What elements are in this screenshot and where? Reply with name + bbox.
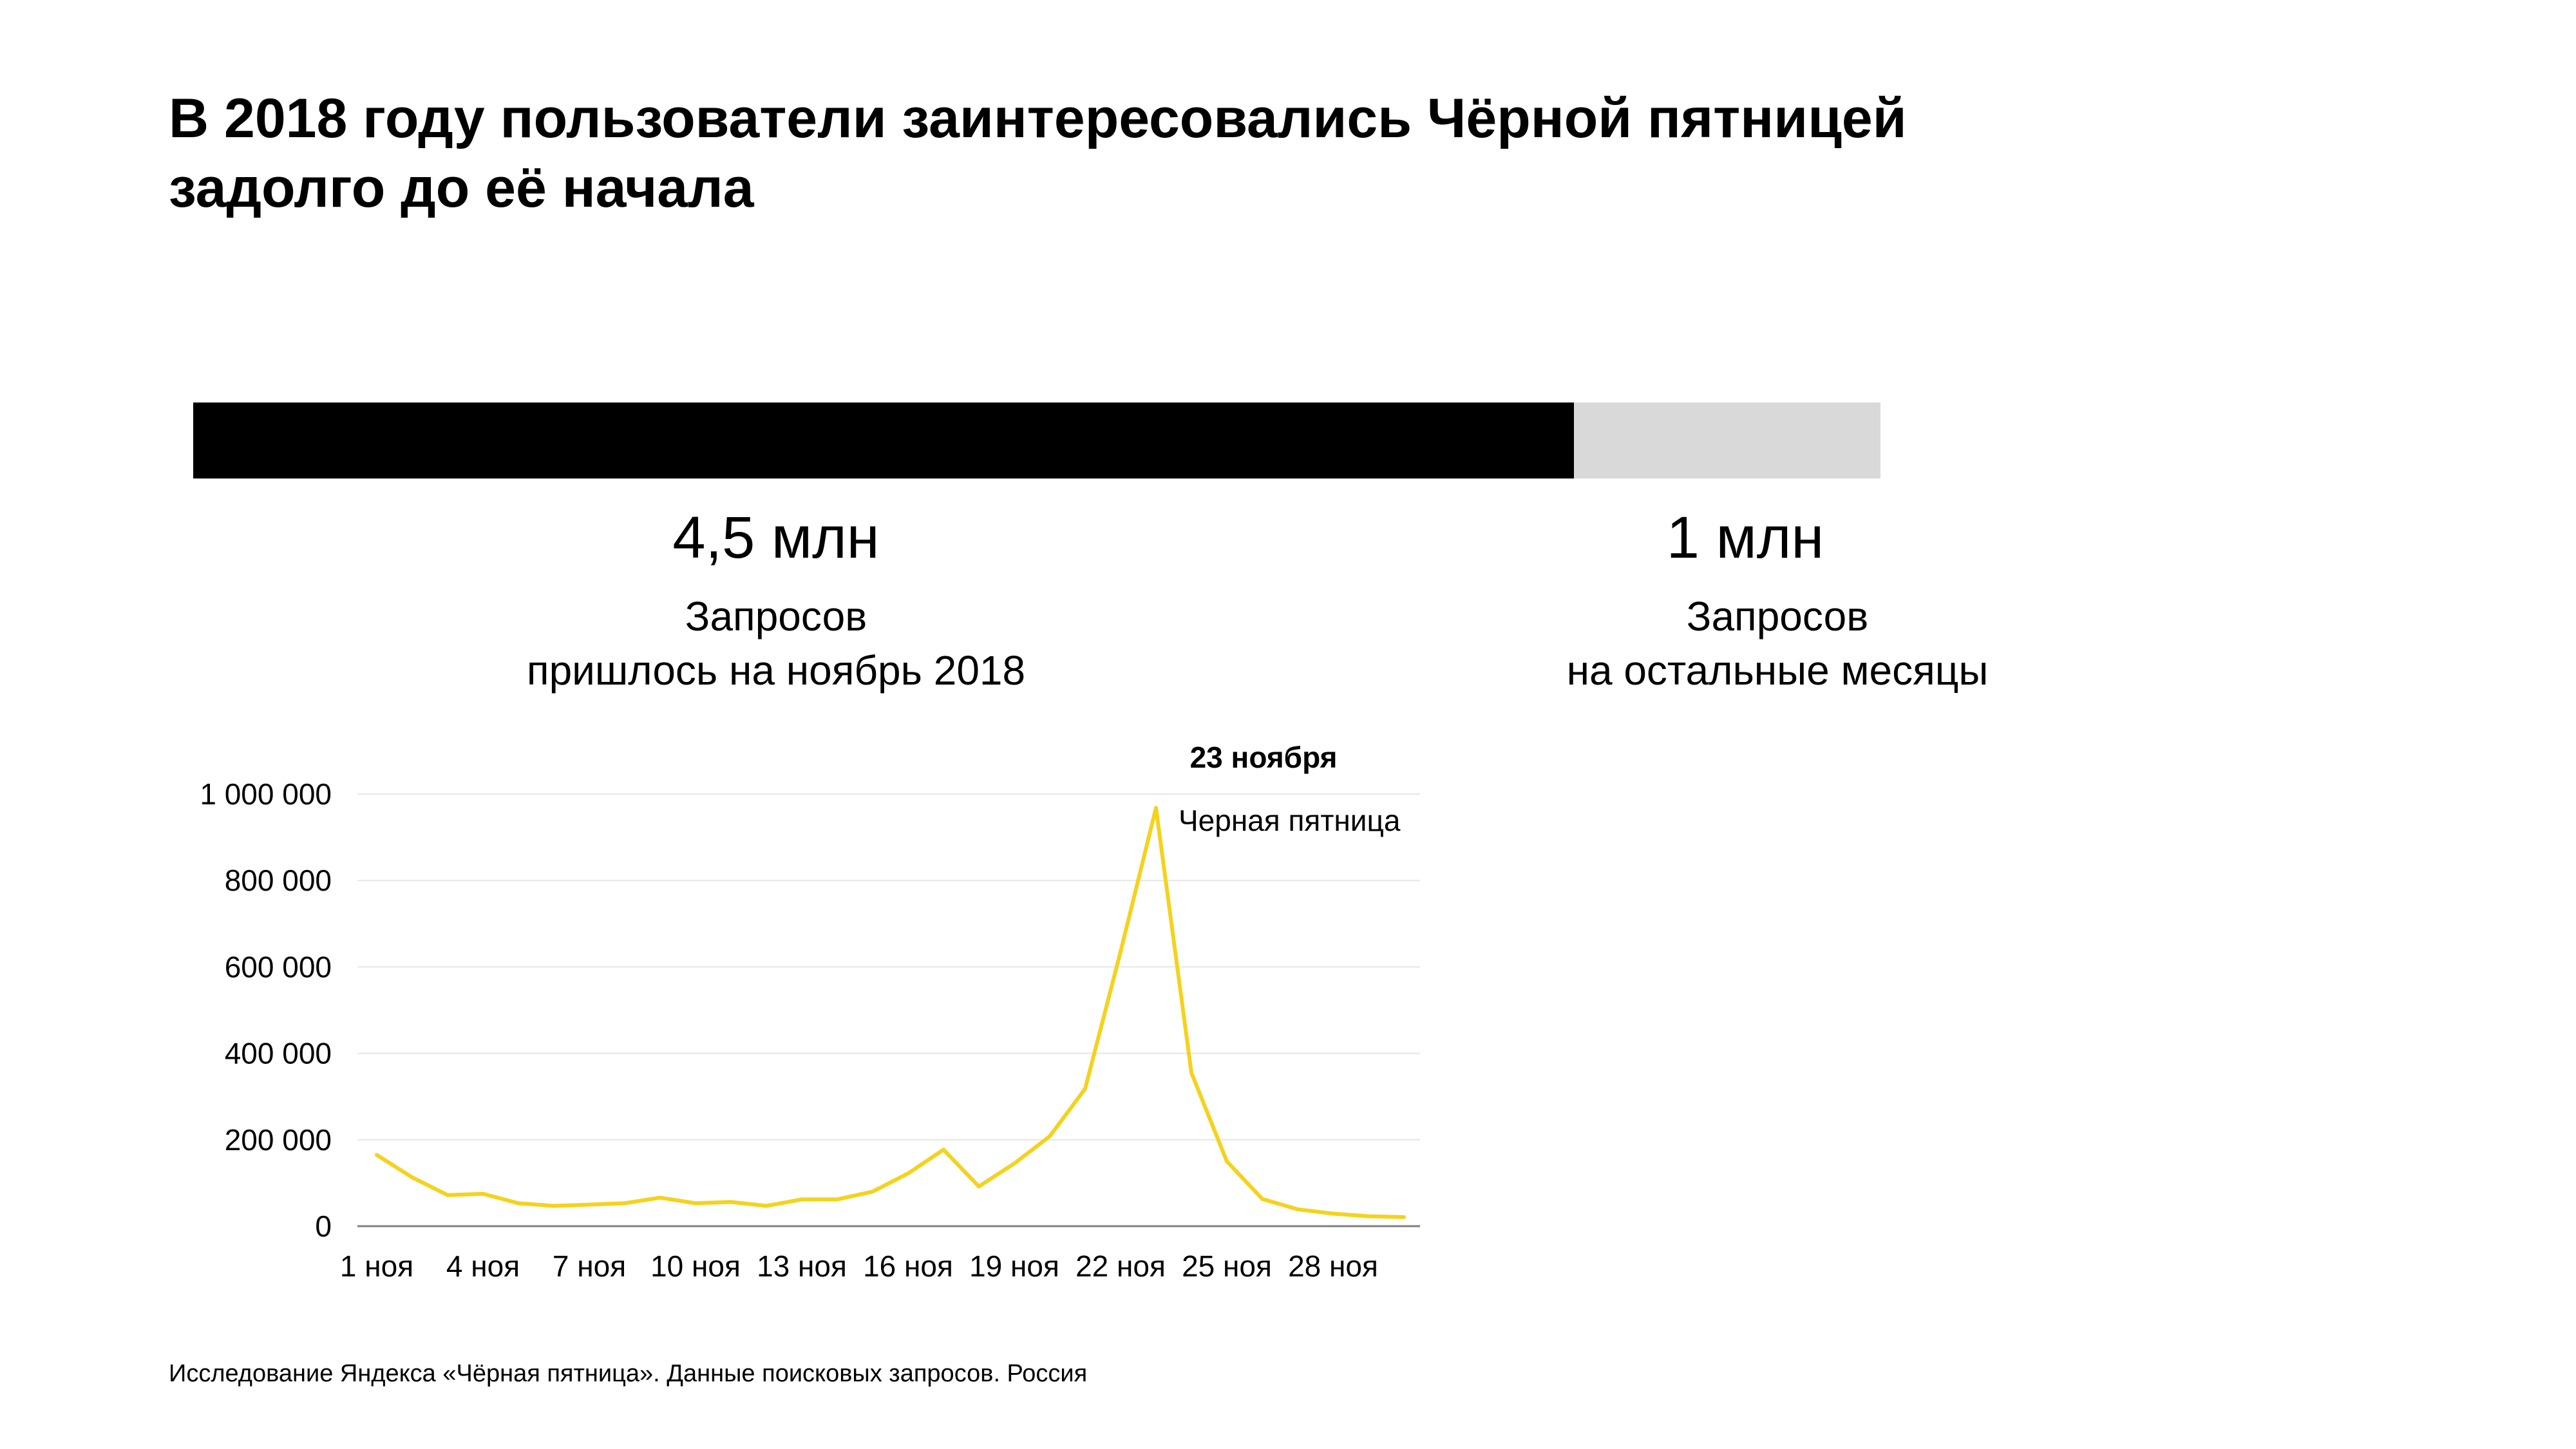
x-tick-label: 4 ноя xyxy=(446,1249,520,1283)
data-point xyxy=(977,1184,981,1189)
november-caption: Запросов пришлось на ноябрь 2018 xyxy=(438,589,1114,697)
other-months-caption-line-1: Запросов xyxy=(1686,593,1869,639)
split-bar xyxy=(193,402,1880,478)
x-tick-label: 16 ноя xyxy=(863,1249,953,1283)
data-point xyxy=(800,1197,804,1202)
annotation-date: 23 ноября xyxy=(1190,741,1338,774)
data-point xyxy=(942,1148,945,1152)
x-tick-label: 19 ноя xyxy=(969,1249,1059,1283)
data-point xyxy=(835,1197,839,1202)
other-months-caption: Запросов на остальные месяцы xyxy=(1488,589,2067,697)
november-caption-line-1: Запросов xyxy=(685,593,867,639)
data-point xyxy=(906,1171,910,1176)
series-line xyxy=(375,806,1406,1219)
y-tick-label: 800 000 xyxy=(225,864,332,897)
other-months-total-value: 1 млн xyxy=(1666,505,1824,571)
data-point xyxy=(1331,1211,1335,1216)
data-point xyxy=(1154,806,1158,810)
y-tick-label: 1 000 000 xyxy=(200,777,332,811)
data-point xyxy=(1012,1161,1016,1166)
data-point xyxy=(1402,1215,1406,1219)
data-point xyxy=(623,1201,627,1206)
data-point xyxy=(1119,949,1122,954)
x-tick-label: 1 ноя xyxy=(340,1249,413,1283)
x-tick-label: 7 ноя xyxy=(553,1249,626,1283)
data-point xyxy=(481,1191,485,1196)
x-tick-label: 13 ноя xyxy=(757,1249,847,1283)
other-months-share-segment xyxy=(1573,402,1880,478)
data-point xyxy=(694,1201,697,1206)
data-point xyxy=(1048,1134,1052,1139)
data-point xyxy=(729,1200,733,1204)
y-tick-label: 400 000 xyxy=(225,1037,332,1070)
data-point xyxy=(871,1189,875,1194)
data-point xyxy=(410,1175,414,1180)
data-point xyxy=(1083,1086,1087,1091)
x-tick-label: 28 ноя xyxy=(1288,1249,1378,1283)
november-share-segment xyxy=(193,402,1574,478)
data-point xyxy=(516,1201,520,1206)
data-point xyxy=(764,1204,768,1208)
november-caption-line-2: пришлось на ноябрь 2018 xyxy=(526,647,1026,694)
data-point xyxy=(446,1193,450,1197)
data-point xyxy=(1225,1159,1229,1164)
title-line-2: задолго до её начала xyxy=(169,157,754,219)
data-point xyxy=(552,1204,556,1208)
x-tick-label: 10 ноя xyxy=(650,1249,741,1283)
data-point xyxy=(587,1202,591,1207)
data-point xyxy=(1296,1207,1300,1211)
annotation-label: Черная пятница xyxy=(1179,804,1401,837)
data-point xyxy=(1189,1070,1193,1075)
x-tick-label: 22 ноя xyxy=(1075,1249,1166,1283)
source-note: Исследование Яндекса «Чёрная пятница». Д… xyxy=(169,1360,1088,1387)
y-tick-label: 600 000 xyxy=(225,950,332,983)
data-point xyxy=(658,1195,662,1200)
page-title: В 2018 году пользователи заинтересовалис… xyxy=(169,84,2358,223)
y-tick-label: 0 xyxy=(315,1209,332,1243)
title-line-1: В 2018 году пользователи заинтересовалис… xyxy=(169,88,1907,149)
data-point xyxy=(1367,1214,1370,1218)
other-months-caption-line-2: на остальные месяцы xyxy=(1566,647,1989,694)
y-tick-label: 200 000 xyxy=(225,1123,332,1157)
data-point xyxy=(1260,1197,1264,1201)
data-point xyxy=(375,1153,379,1157)
x-tick-label: 25 ноя xyxy=(1182,1249,1272,1283)
november-total-value: 4,5 млн xyxy=(672,505,880,571)
